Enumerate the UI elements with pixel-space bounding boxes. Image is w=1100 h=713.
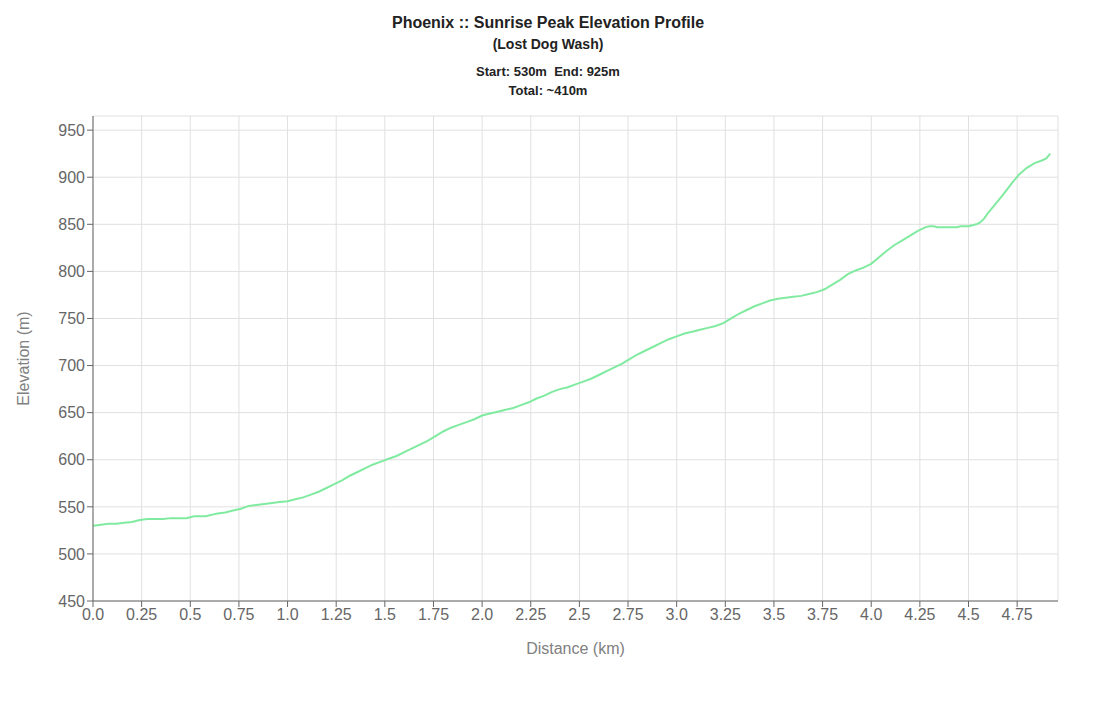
svg-text:3.25: 3.25: [710, 606, 741, 623]
html-text:Start: 530m End: 925m: Start: 530m End: 925m: [476, 64, 620, 79]
svg-text:Elevation (m): Elevation (m): [15, 311, 32, 405]
svg-text:1.5: 1.5: [374, 606, 396, 623]
svg-text:950: 950: [58, 122, 85, 139]
svg-text:2.0: 2.0: [471, 606, 493, 623]
svg-text:2.5: 2.5: [568, 606, 590, 623]
html-text:(Lost Dog Wash): (Lost Dog Wash): [492, 36, 604, 52]
svg-text:1.0: 1.0: [276, 606, 298, 623]
svg-text:Distance (km): Distance (km): [526, 640, 625, 657]
svg-text:500: 500: [58, 546, 85, 563]
svg-text:1.25: 1.25: [321, 606, 352, 623]
svg-text:0.25: 0.25: [126, 606, 157, 623]
svg-text:850: 850: [58, 216, 85, 233]
svg-text:3.5: 3.5: [763, 606, 785, 623]
svg-text:0.0: 0.0: [82, 606, 104, 623]
svg-text:450: 450: [58, 593, 85, 610]
svg-text:800: 800: [58, 263, 85, 280]
svg-text:3.75: 3.75: [807, 606, 838, 623]
svg-text:3.0: 3.0: [666, 606, 688, 623]
svg-text:2.25: 2.25: [515, 606, 546, 623]
svg-text:700: 700: [58, 357, 85, 374]
svg-text:900: 900: [58, 169, 85, 186]
html-text:Total: ~410m: Total: ~410m: [508, 83, 588, 98]
svg-text:4.5: 4.5: [957, 606, 979, 623]
svg-text:600: 600: [58, 451, 85, 468]
svg-text:650: 650: [58, 404, 85, 421]
svg-text:4.0: 4.0: [860, 606, 882, 623]
svg-text:750: 750: [58, 310, 85, 327]
svg-text:1.75: 1.75: [418, 606, 449, 623]
svg-text:4.75: 4.75: [1002, 606, 1033, 623]
svg-text:4.25: 4.25: [904, 606, 935, 623]
svg-text:550: 550: [58, 499, 85, 516]
svg-text:0.75: 0.75: [223, 606, 254, 623]
svg-text:0.5: 0.5: [179, 606, 201, 623]
svg-text:2.75: 2.75: [612, 606, 643, 623]
html-text:Phoenix :: Sunrise Peak Elevat: Phoenix :: Sunrise Peak Elevation Profil…: [392, 14, 704, 31]
